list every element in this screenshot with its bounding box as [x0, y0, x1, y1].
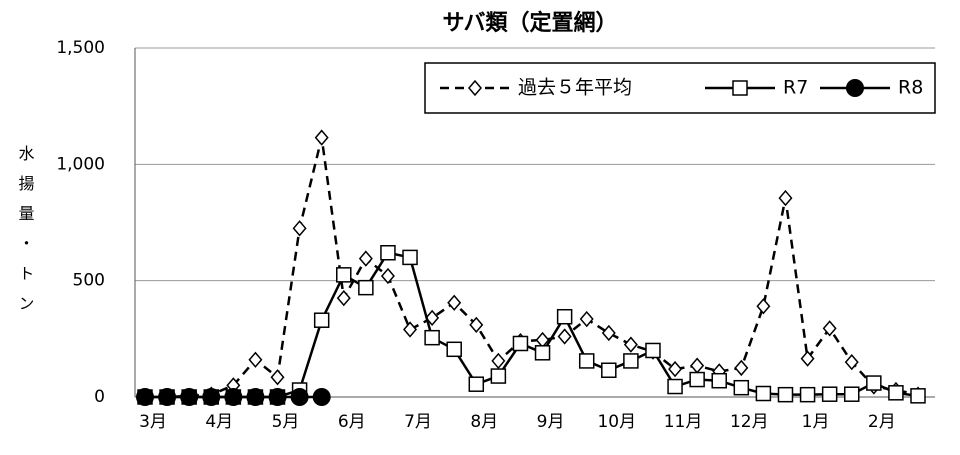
point: [777, 386, 794, 403]
point: [690, 357, 705, 374]
point: [270, 369, 285, 386]
x-tick-label: 12月: [730, 412, 769, 432]
point: [447, 294, 462, 311]
series: [138, 129, 925, 406]
point: [556, 308, 573, 325]
point: [534, 345, 551, 361]
point: [469, 316, 484, 334]
point: [424, 329, 440, 346]
point: [668, 360, 683, 378]
y-axis-label: 水揚量・トン: [16, 145, 35, 325]
point: [248, 351, 263, 368]
point: [888, 385, 904, 401]
point: [733, 379, 750, 396]
point: [292, 220, 307, 237]
point: [800, 350, 815, 367]
x-tick-label: 8月: [470, 412, 498, 432]
point: [623, 353, 639, 369]
x-tick-label: 7月: [404, 412, 432, 432]
series-line: [145, 137, 919, 399]
point: [403, 321, 418, 338]
point: [756, 298, 771, 315]
x-tick-label: 3月: [139, 412, 167, 432]
point: [336, 267, 352, 283]
point: [380, 244, 396, 261]
point: [490, 368, 507, 384]
point: [579, 310, 594, 328]
point: [290, 388, 309, 406]
point: [623, 336, 638, 353]
point: [402, 249, 418, 266]
y-tick-label: 1,000: [56, 154, 105, 174]
point: [358, 250, 373, 267]
point: [313, 312, 330, 328]
x-tick-label: 10月: [597, 412, 636, 432]
x-tick-label: 6月: [338, 412, 366, 432]
legend-label: R7: [783, 77, 808, 99]
chart-title: サバ類（定置網）: [442, 10, 617, 36]
point: [312, 388, 331, 406]
point: [843, 386, 860, 402]
point: [268, 388, 287, 406]
point: [202, 388, 221, 406]
point: [778, 189, 793, 207]
series: [137, 244, 926, 405]
point: [734, 359, 749, 377]
point: [491, 352, 506, 370]
point: [866, 375, 882, 391]
point: [578, 353, 595, 369]
point: [844, 353, 859, 371]
legend: 過去５年平均 R7 R8: [424, 62, 936, 114]
x-tick-label: 2月: [868, 412, 896, 432]
point: [822, 320, 837, 337]
point: [446, 341, 462, 358]
point: [601, 362, 617, 378]
point: [821, 386, 838, 402]
point: [667, 378, 683, 395]
point: [846, 79, 864, 97]
series: [136, 388, 331, 406]
point: [358, 279, 374, 296]
point: [711, 372, 727, 389]
x-tick-label: 4月: [205, 412, 233, 432]
x-tick-label: 5月: [272, 412, 300, 432]
point: [601, 324, 616, 342]
point: [910, 388, 926, 404]
point: [180, 388, 199, 406]
point: [380, 267, 395, 285]
point: [557, 328, 572, 345]
point: [799, 386, 816, 403]
point: [246, 388, 265, 406]
x-tick-label: 11月: [664, 412, 703, 432]
x-tick-label: 9月: [537, 412, 565, 432]
legend-label: R8: [898, 77, 923, 99]
x-tick-label: 1月: [802, 412, 830, 432]
point: [645, 342, 661, 359]
point: [314, 129, 329, 146]
y-tick-label: 1,500: [56, 38, 105, 58]
y-tick-label: 0: [94, 387, 105, 407]
legend-label: 過去５年平均: [518, 77, 632, 99]
point: [468, 79, 482, 97]
point: [425, 309, 440, 327]
point: [224, 388, 243, 406]
point: [755, 385, 772, 402]
point: [732, 80, 748, 96]
point: [136, 388, 154, 406]
point: [468, 376, 485, 392]
point: [336, 289, 351, 307]
point: [689, 371, 705, 388]
series-line: [145, 251, 919, 399]
y-tick-label: 500: [73, 271, 105, 291]
point: [158, 388, 177, 406]
point: [512, 335, 529, 352]
